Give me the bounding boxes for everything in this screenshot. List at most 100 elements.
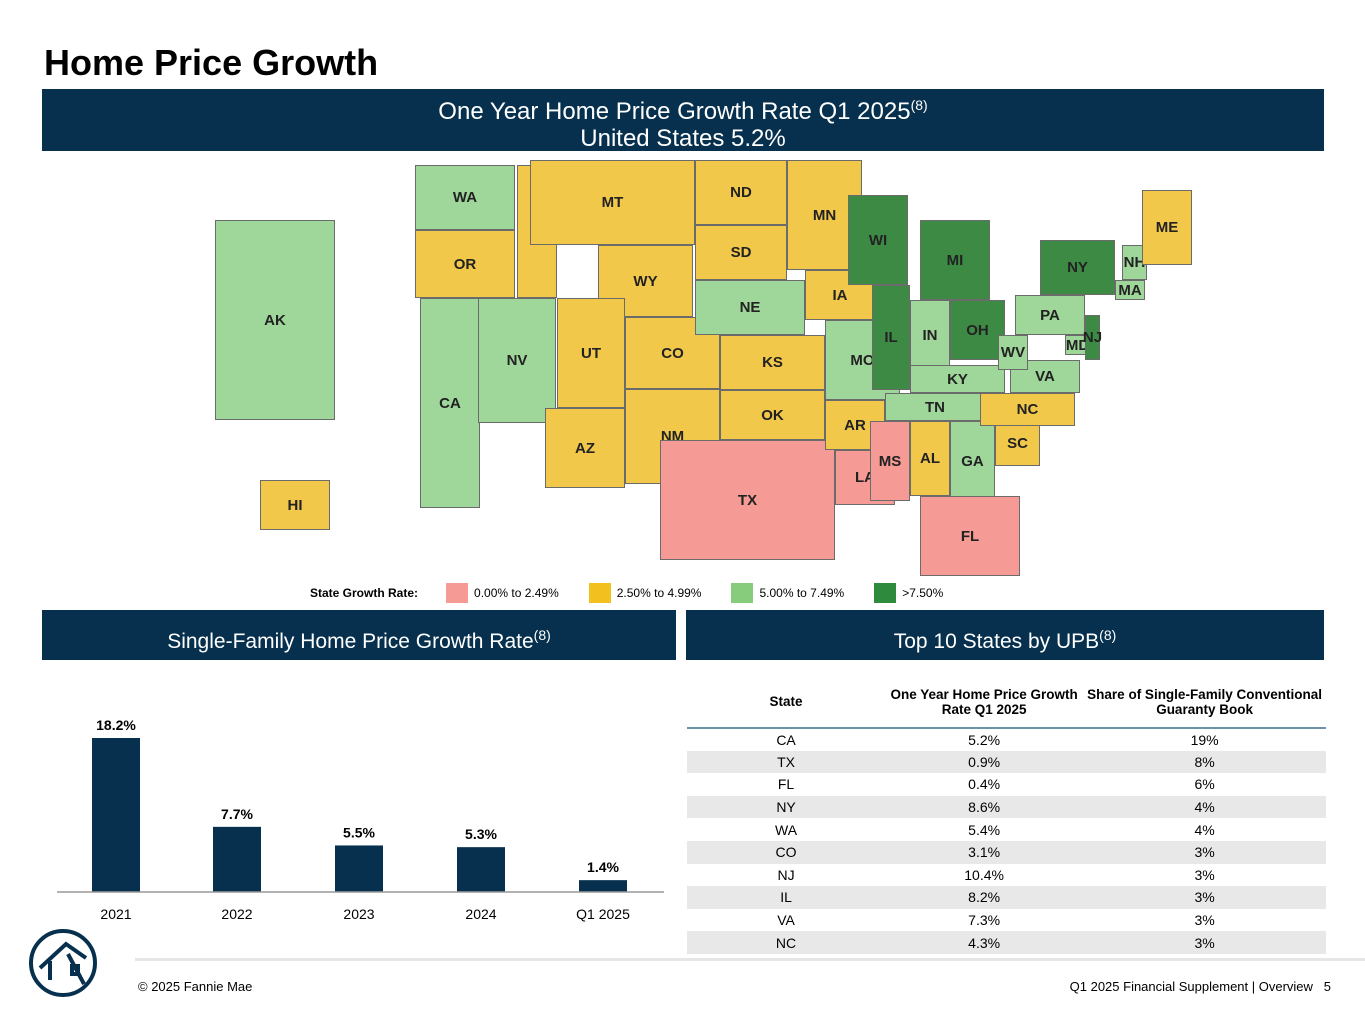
table-cell: 19% — [1190, 731, 1219, 748]
legend-item: 0.00% to 2.49% — [446, 583, 559, 603]
table-cell: 5.2% — [968, 731, 1001, 748]
column-header: One Year Home Price Growth Rate Q1 2025 — [885, 676, 1084, 729]
supplement-label: Q1 2025 Financial Supplement | Overview — [1069, 979, 1313, 994]
state-ak: AK — [215, 220, 335, 420]
legend-label: >7.50% — [902, 586, 944, 600]
legend-item: 2.50% to 4.99% — [588, 583, 702, 603]
bar-Q1 2025 — [579, 880, 627, 892]
footer-right: Q1 2025 Financial Supplement | Overview … — [1070, 979, 1331, 994]
data-label: 18.2% — [96, 717, 136, 733]
bar-2022 — [213, 826, 261, 892]
x-tick-label: Q1 2025 — [576, 906, 630, 922]
legend-item: >7.50% — [874, 583, 943, 603]
state-oh: OH — [950, 300, 1005, 360]
table-row: NC 4.3% 3% — [687, 931, 1326, 954]
state-me: ME — [1142, 190, 1192, 265]
legend-swatch — [731, 583, 754, 603]
table-cell: 0.4% — [968, 776, 1001, 793]
legend-label: 5.00% to 7.49% — [759, 586, 845, 600]
table-cell: 10.4% — [964, 866, 1004, 883]
data-label: 5.5% — [343, 824, 375, 840]
state-wi: WI — [848, 195, 908, 285]
table-cell: TX — [687, 750, 886, 774]
table-cell: VA — [777, 912, 795, 929]
state-nd: ND — [695, 160, 787, 225]
state-tx: TX — [660, 440, 835, 560]
table-cell: 3% — [1194, 912, 1215, 929]
page-title: Home Price Growth — [44, 42, 379, 83]
state-ks: KS — [720, 335, 825, 390]
map-header: One Year Home Price Growth Rate Q1 2025(… — [42, 89, 1324, 152]
bar-heading: Single-Family Home Price Growth Rate — [167, 630, 534, 653]
page-number: 5 — [1323, 979, 1331, 994]
table-cell: 3% — [1083, 840, 1326, 864]
footnote-ref: (8) — [1099, 627, 1117, 643]
table-cell: NC — [687, 931, 886, 954]
state-nv: NV — [478, 298, 556, 423]
legend-swatch — [446, 583, 469, 603]
state-az: AZ — [545, 408, 625, 488]
us-state-map: WAORCANVIDMTWYUTCOAZNMNDSDNEKSOKTXMNIAMO… — [160, 150, 1220, 580]
column-header: Share of Single-Family Conventional Guar… — [1083, 676, 1326, 729]
state-wa: WA — [415, 165, 515, 230]
map-subheading: United States 5.2% — [580, 125, 786, 152]
state-co: CO — [625, 317, 720, 389]
state-il: IL — [872, 285, 910, 390]
state-or: OR — [415, 230, 515, 298]
table-cell: CA — [776, 731, 796, 748]
table-row: FL 0.4% 6% — [687, 773, 1326, 796]
table-cell: 3% — [1083, 886, 1326, 909]
bar-chart: 18.2% 2021 7.7% 2022 5.5% 2023 5.3% 2024 1.4% Q1 … — [57, 717, 664, 922]
table-row: CO 3.1% 3% — [687, 840, 1326, 864]
legend-swatch — [874, 583, 897, 603]
table-cell: NJ — [777, 866, 795, 883]
state-sd: SD — [695, 225, 787, 280]
footnote-ref: (8) — [533, 627, 551, 643]
state-tn: TN — [885, 393, 985, 421]
table-cell: NY — [687, 795, 886, 819]
table-header: Top 10 States by UPB(8) — [686, 610, 1324, 660]
table-cell: CO — [687, 840, 886, 864]
table-cell: FL — [777, 776, 795, 793]
bar-2024 — [457, 847, 505, 892]
legend-title: State Growth Rate: — [310, 586, 419, 600]
footer-divider — [135, 958, 1365, 961]
x-tick-label: 2024 — [465, 906, 496, 922]
state-al: AL — [910, 421, 950, 496]
table-cell: WA — [775, 821, 798, 838]
state-ne: NE — [695, 280, 805, 335]
state-pa: PA — [1015, 295, 1085, 335]
state-fl: FL — [920, 496, 1020, 576]
x-tick-label: 2023 — [343, 906, 374, 922]
state-ut: UT — [557, 298, 625, 408]
table-cell: 0.9% — [885, 750, 1084, 774]
table-cell: 8.6% — [885, 795, 1084, 819]
data-label: 1.4% — [587, 859, 619, 875]
legend-swatch — [588, 583, 611, 603]
fannie-mae-logo — [29, 929, 97, 997]
legend-label: 0.00% to 2.49% — [474, 586, 559, 600]
x-tick-label: 2022 — [221, 906, 252, 922]
state-mt: MT — [530, 160, 695, 245]
table-cell: 8.2% — [885, 886, 1084, 909]
bar-2021 — [92, 738, 140, 892]
table-cell: 7.3% — [968, 912, 1001, 929]
table-cell: 3% — [1083, 931, 1326, 954]
state-hi: HI — [260, 480, 330, 530]
state-ky: KY — [910, 365, 1005, 393]
table-row: NY 8.6% 4% — [687, 795, 1326, 819]
state-ca: CA — [420, 298, 480, 508]
bar-2023 — [335, 845, 383, 892]
legend-label: 2.50% to 4.99% — [616, 586, 702, 600]
state-md: MD — [1065, 335, 1090, 355]
table-cell: 4.3% — [885, 931, 1084, 954]
state-nj: NJ — [1083, 315, 1102, 360]
table-header-row: State One Year Home Price Growth Rate Q1 … — [687, 676, 1326, 729]
bar-chart-header: Single-Family Home Price Growth Rate(8) — [42, 610, 676, 660]
table-row: WA 5.4% 4% — [687, 818, 1326, 841]
table-row: VA 7.3% 3% — [687, 909, 1326, 932]
state-sc: SC — [995, 421, 1040, 466]
map-heading: One Year Home Price Growth Rate Q1 2025 — [438, 98, 911, 125]
state-ny: NY — [1040, 240, 1115, 295]
table-cell: 3.1% — [885, 840, 1084, 864]
